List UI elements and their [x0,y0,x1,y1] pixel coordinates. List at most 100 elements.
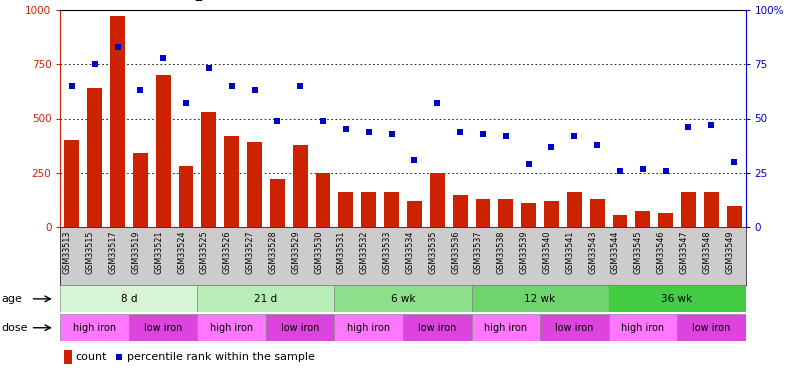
Point [293,83,306,89]
Text: high iron: high iron [621,323,664,333]
Bar [224,136,239,227]
Point [613,168,626,174]
Point [225,83,239,89]
Bar [613,215,627,227]
Bar [60,314,129,341]
Point [156,55,169,61]
Text: high iron: high iron [210,323,253,333]
Bar [430,173,445,227]
Bar [681,192,696,227]
Point [65,83,78,89]
Point [202,66,215,72]
Bar [407,201,422,227]
Bar [403,314,472,341]
Bar [453,195,467,227]
Bar [129,314,197,341]
Point [704,122,717,128]
Bar [384,192,399,227]
Bar [472,314,540,341]
Text: low iron: low iron [144,323,182,333]
Bar [339,192,353,227]
Text: percentile rank within the sample: percentile rank within the sample [127,352,315,362]
Point [454,129,467,135]
Text: GSM33532: GSM33532 [359,230,369,274]
Point [248,87,261,93]
Point [591,142,604,148]
Point [362,129,375,135]
Point [88,61,101,67]
Text: GSM33515: GSM33515 [85,230,94,274]
Text: GSM33513: GSM33513 [63,230,72,273]
Text: GSM33527: GSM33527 [246,230,255,274]
Bar [316,173,330,227]
Text: GSM33517: GSM33517 [109,230,118,274]
Bar [609,285,746,312]
Point [112,354,125,360]
Text: dose: dose [2,323,28,333]
Bar [133,153,147,227]
Text: GSM33529: GSM33529 [291,230,300,274]
Bar [704,192,719,227]
Bar [635,211,650,227]
Text: GSM33526: GSM33526 [222,230,232,274]
Bar [110,16,125,227]
Text: GSM33528: GSM33528 [268,230,277,274]
Text: GSM33537: GSM33537 [474,230,483,274]
Text: GSM33530: GSM33530 [314,230,323,273]
Bar [590,199,604,227]
Point [271,118,284,124]
Text: low iron: low iron [692,323,730,333]
Text: GSM33536: GSM33536 [451,230,460,273]
Text: GSM33540: GSM33540 [542,230,551,273]
Text: GSM33549: GSM33549 [725,230,734,274]
Text: GSM33538: GSM33538 [496,230,506,273]
Text: GSM33533: GSM33533 [383,230,392,273]
Text: GSM33534: GSM33534 [405,230,414,273]
Point [567,133,580,139]
Point [180,100,193,106]
Point [636,165,649,171]
Text: GSM33545: GSM33545 [634,230,643,274]
Text: 12 wk: 12 wk [525,294,555,304]
Bar [659,213,673,227]
Text: age: age [2,294,23,304]
Text: GSM33548: GSM33548 [702,230,711,273]
Point [476,131,489,137]
Text: GSM33535: GSM33535 [428,230,437,274]
Bar [179,166,193,227]
Text: high iron: high iron [484,323,527,333]
Text: GSM33519: GSM33519 [131,230,140,274]
Bar [476,199,490,227]
Bar [540,314,609,341]
Bar [544,201,559,227]
Point [339,126,352,132]
Point [111,44,124,50]
Point [408,157,421,163]
Text: 6 wk: 6 wk [391,294,415,304]
Bar [677,314,746,341]
Bar [361,192,376,227]
Bar [156,75,171,227]
Text: GSM33531: GSM33531 [337,230,346,273]
Bar [334,314,403,341]
Bar [727,206,742,227]
Point [430,100,443,106]
Point [134,87,147,93]
Bar [293,145,308,227]
Text: GSM33521: GSM33521 [154,230,163,274]
Text: high iron: high iron [347,323,390,333]
Bar [64,140,79,227]
Point [499,133,512,139]
Text: GSM33541: GSM33541 [565,230,574,273]
Text: GSM33525: GSM33525 [200,230,209,274]
Bar [472,285,609,312]
Point [317,118,330,124]
Bar [266,314,334,341]
Text: GSM33543: GSM33543 [588,230,597,273]
Bar [567,192,582,227]
Bar [64,350,72,364]
Text: GSM33544: GSM33544 [611,230,620,273]
Point [659,168,672,174]
Bar [521,203,536,227]
Text: low iron: low iron [418,323,456,333]
